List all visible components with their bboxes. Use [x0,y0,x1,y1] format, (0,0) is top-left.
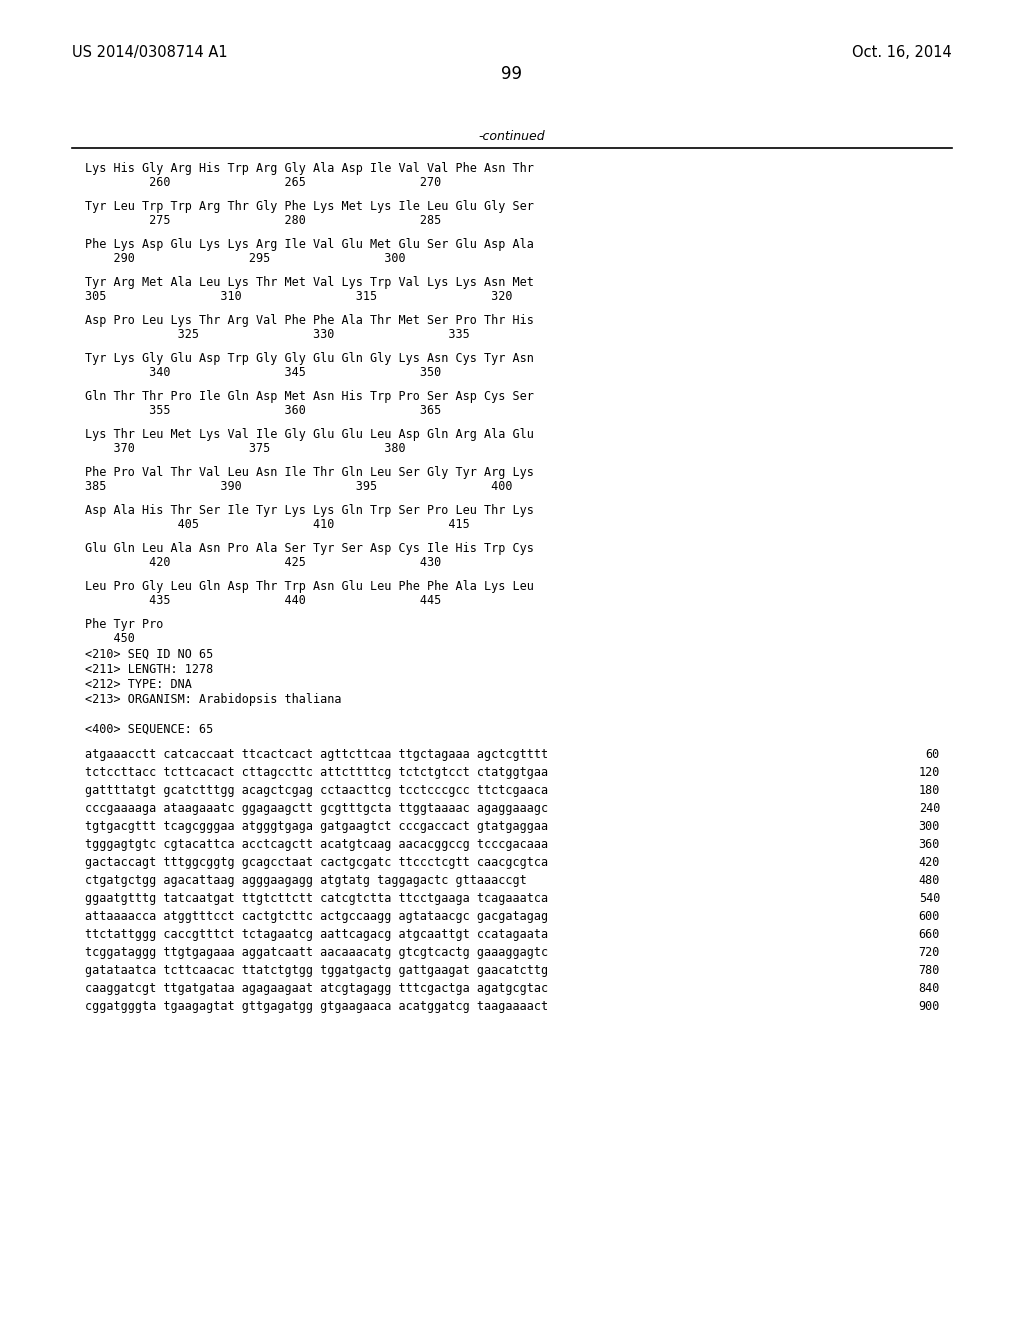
Text: gattttatgt gcatctttgg acagctcgag cctaacttcg tcctcccgcc ttctcgaaca: gattttatgt gcatctttgg acagctcgag cctaact… [85,784,548,797]
Text: cccgaaaaga ataagaaatc ggagaagctt gcgtttgcta ttggtaaaac agaggaaagc: cccgaaaaga ataagaaatc ggagaagctt gcgtttg… [85,803,548,814]
Text: Lys His Gly Arg His Trp Arg Gly Ala Asp Ile Val Val Phe Asn Thr: Lys His Gly Arg His Trp Arg Gly Ala Asp … [85,162,534,176]
Text: 780: 780 [919,964,940,977]
Text: 385                390                395                400: 385 390 395 400 [85,480,512,492]
Text: tgtgacgttt tcagcgggaa atgggtgaga gatgaagtct cccgaccact gtatgaggaa: tgtgacgttt tcagcgggaa atgggtgaga gatgaag… [85,820,548,833]
Text: Asp Ala His Thr Ser Ile Tyr Lys Lys Gln Trp Ser Pro Leu Thr Lys: Asp Ala His Thr Ser Ile Tyr Lys Lys Gln … [85,504,534,517]
Text: attaaaacca atggtttcct cactgtcttc actgccaagg agtataacgc gacgatagag: attaaaacca atggtttcct cactgtcttc actgcca… [85,909,548,923]
Text: <400> SEQUENCE: 65: <400> SEQUENCE: 65 [85,723,213,737]
Text: Gln Thr Thr Pro Ile Gln Asp Met Asn His Trp Pro Ser Asp Cys Ser: Gln Thr Thr Pro Ile Gln Asp Met Asn His … [85,389,534,403]
Text: <210> SEQ ID NO 65: <210> SEQ ID NO 65 [85,648,213,661]
Text: Tyr Lys Gly Glu Asp Trp Gly Gly Glu Gln Gly Lys Asn Cys Tyr Asn: Tyr Lys Gly Glu Asp Trp Gly Gly Glu Gln … [85,352,534,366]
Text: gatataatca tcttcaacac ttatctgtgg tggatgactg gattgaagat gaacatcttg: gatataatca tcttcaacac ttatctgtgg tggatga… [85,964,548,977]
Text: 99: 99 [502,65,522,83]
Text: Tyr Arg Met Ala Leu Lys Thr Met Val Lys Trp Val Lys Lys Asn Met: Tyr Arg Met Ala Leu Lys Thr Met Val Lys … [85,276,534,289]
Text: caaggatcgt ttgatgataa agagaagaat atcgtagagg tttcgactga agatgcgtac: caaggatcgt ttgatgataa agagaagaat atcgtag… [85,982,548,995]
Text: tctccttacc tcttcacact cttagccttc attcttttcg tctctgtcct ctatggtgaa: tctccttacc tcttcacact cttagccttc attcttt… [85,766,548,779]
Text: 240: 240 [919,803,940,814]
Text: 540: 540 [919,892,940,906]
Text: Asp Pro Leu Lys Thr Arg Val Phe Phe Ala Thr Met Ser Pro Thr His: Asp Pro Leu Lys Thr Arg Val Phe Phe Ala … [85,314,534,327]
Text: Oct. 16, 2014: Oct. 16, 2014 [852,45,952,59]
Text: 180: 180 [919,784,940,797]
Text: ctgatgctgg agacattaag agggaagagg atgtatg taggagactc gttaaaccgt: ctgatgctgg agacattaag agggaagagg atgtatg… [85,874,526,887]
Text: cggatgggta tgaagagtat gttgagatgg gtgaagaaca acatggatcg taagaaaact: cggatgggta tgaagagtat gttgagatgg gtgaaga… [85,1001,548,1012]
Text: Phe Pro Val Thr Val Leu Asn Ile Thr Gln Leu Ser Gly Tyr Arg Lys: Phe Pro Val Thr Val Leu Asn Ile Thr Gln … [85,466,534,479]
Text: <211> LENGTH: 1278: <211> LENGTH: 1278 [85,663,213,676]
Text: Leu Pro Gly Leu Gln Asp Thr Trp Asn Glu Leu Phe Phe Ala Lys Leu: Leu Pro Gly Leu Gln Asp Thr Trp Asn Glu … [85,579,534,593]
Text: 60: 60 [926,748,940,762]
Text: 840: 840 [919,982,940,995]
Text: 275                280                285: 275 280 285 [85,214,441,227]
Text: 480: 480 [919,874,940,887]
Text: <212> TYPE: DNA: <212> TYPE: DNA [85,678,191,690]
Text: 660: 660 [919,928,940,941]
Text: 370                375                380: 370 375 380 [85,442,406,455]
Text: 325                330                335: 325 330 335 [85,327,470,341]
Text: Phe Tyr Pro: Phe Tyr Pro [85,618,164,631]
Text: Lys Thr Leu Met Lys Val Ile Gly Glu Glu Leu Asp Gln Arg Ala Glu: Lys Thr Leu Met Lys Val Ile Gly Glu Glu … [85,428,534,441]
Text: 720: 720 [919,946,940,960]
Text: 420: 420 [919,855,940,869]
Text: 405                410                415: 405 410 415 [85,517,470,531]
Text: 600: 600 [919,909,940,923]
Text: -continued: -continued [478,129,546,143]
Text: 420                425                430: 420 425 430 [85,556,441,569]
Text: 900: 900 [919,1001,940,1012]
Text: 300: 300 [919,820,940,833]
Text: <213> ORGANISM: Arabidopsis thaliana: <213> ORGANISM: Arabidopsis thaliana [85,693,341,706]
Text: US 2014/0308714 A1: US 2014/0308714 A1 [72,45,227,59]
Text: tcggataggg ttgtgagaaa aggatcaatt aacaaacatg gtcgtcactg gaaaggagtc: tcggataggg ttgtgagaaa aggatcaatt aacaaac… [85,946,548,960]
Text: tgggagtgtc cgtacattca acctcagctt acatgtcaag aacacggccg tcccgacaaa: tgggagtgtc cgtacattca acctcagctt acatgtc… [85,838,548,851]
Text: 450: 450 [85,632,135,645]
Text: 360: 360 [919,838,940,851]
Text: 305                310                315                320: 305 310 315 320 [85,290,512,304]
Text: 435                440                445: 435 440 445 [85,594,441,607]
Text: 355                360                365: 355 360 365 [85,404,441,417]
Text: ttctattggg caccgtttct tctagaatcg aattcagacg atgcaattgt ccatagaata: ttctattggg caccgtttct tctagaatcg aattcag… [85,928,548,941]
Text: Tyr Leu Trp Trp Arg Thr Gly Phe Lys Met Lys Ile Leu Glu Gly Ser: Tyr Leu Trp Trp Arg Thr Gly Phe Lys Met … [85,201,534,213]
Text: Glu Gln Leu Ala Asn Pro Ala Ser Tyr Ser Asp Cys Ile His Trp Cys: Glu Gln Leu Ala Asn Pro Ala Ser Tyr Ser … [85,543,534,554]
Text: gactaccagt tttggcggtg gcagcctaat cactgcgatc ttccctcgtt caacgcgtca: gactaccagt tttggcggtg gcagcctaat cactgcg… [85,855,548,869]
Text: atgaaacctt catcaccaat ttcactcact agttcttcaa ttgctagaaa agctcgtttt: atgaaacctt catcaccaat ttcactcact agttctt… [85,748,548,762]
Text: 290                295                300: 290 295 300 [85,252,406,265]
Text: ggaatgtttg tatcaatgat ttgtcttctt catcgtctta ttcctgaaga tcagaaatca: ggaatgtttg tatcaatgat ttgtcttctt catcgtc… [85,892,548,906]
Text: 340                345                350: 340 345 350 [85,366,441,379]
Text: Phe Lys Asp Glu Lys Lys Arg Ile Val Glu Met Glu Ser Glu Asp Ala: Phe Lys Asp Glu Lys Lys Arg Ile Val Glu … [85,238,534,251]
Text: 120: 120 [919,766,940,779]
Text: 260                265                270: 260 265 270 [85,176,441,189]
